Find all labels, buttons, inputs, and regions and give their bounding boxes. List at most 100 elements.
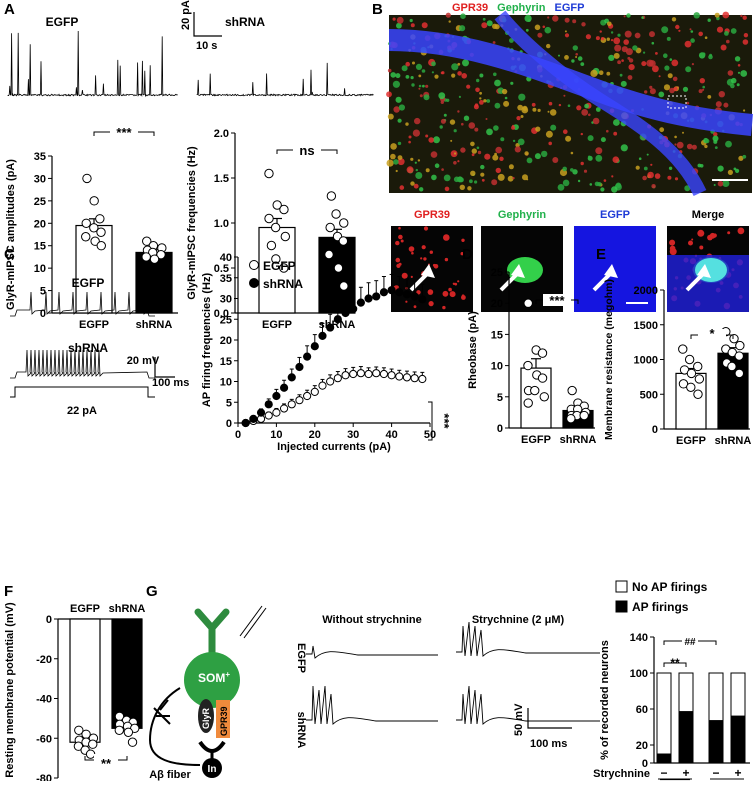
fluor-speck <box>495 146 503 154</box>
fluor-speck <box>508 164 514 170</box>
fluor-speck <box>467 186 472 191</box>
som-neuron <box>184 652 240 708</box>
y-axis-label: Membrane resistance (megohm) <box>603 279 615 440</box>
y-axis-label: Rheobase (pA) <box>467 311 479 389</box>
y-tick-label: 1.0 <box>214 218 229 230</box>
fluor-speck <box>701 52 706 57</box>
data-point-egfp <box>318 381 327 390</box>
fluor-speck <box>707 18 711 22</box>
fluor-speck <box>450 139 453 142</box>
panel-f: F 0 -20 -40 -60 -80 Resting membrane potentia… <box>4 583 145 785</box>
fluor-speck <box>621 59 624 62</box>
panel-b-title: GPR39 Gephyrin EGFP <box>452 2 584 14</box>
data-point-shrna <box>410 292 419 301</box>
fluor-speck <box>520 115 524 118</box>
data-point <box>96 241 106 251</box>
data-point-shrna <box>364 294 373 303</box>
fluor-speck <box>458 177 464 183</box>
fluor-speck <box>727 169 734 175</box>
fluor-speck <box>667 175 672 180</box>
fluor-speck <box>438 92 446 100</box>
fluor-speck <box>558 54 560 57</box>
y-tick-label: 1500 <box>634 320 658 332</box>
fluor-speck <box>483 99 487 103</box>
fluor-speck <box>534 153 541 160</box>
fluor-speck <box>459 25 466 32</box>
scale-y-label-a: 20 pA <box>180 0 192 30</box>
fluor-speck <box>493 72 497 77</box>
fluor-speck <box>405 61 411 67</box>
fluor-speck <box>690 38 695 43</box>
fluor-speck <box>611 175 614 178</box>
fluor-speck <box>396 16 404 24</box>
fluor-speck <box>458 95 461 98</box>
fluor-speck <box>460 13 466 19</box>
legend-swatch-no-ap <box>615 580 628 593</box>
fluor-speck <box>718 91 725 98</box>
y-tick-label: 20 <box>220 335 232 347</box>
fluor-speck <box>401 65 408 72</box>
data-point <box>127 737 138 747</box>
fluor-speck <box>717 165 724 172</box>
y-tick-label: 0 <box>497 423 503 435</box>
data-point-egfp <box>272 408 281 417</box>
y-tick-label: 15 <box>491 329 503 341</box>
inset-speck <box>420 257 423 260</box>
fluor-speck <box>482 17 486 21</box>
data-point <box>96 227 106 237</box>
data-point <box>85 749 96 759</box>
row-label-shrna: shRNA <box>295 712 307 749</box>
data-point <box>735 340 745 351</box>
data-point <box>567 385 577 396</box>
fluor-speck <box>661 26 669 34</box>
fluor-speck <box>691 63 695 66</box>
fluor-speck <box>411 83 415 87</box>
x-axis-label: Injected currents (pA) <box>277 441 391 453</box>
inset-speck <box>413 305 417 309</box>
bar-ap <box>656 753 672 764</box>
fluor-speck <box>686 143 693 150</box>
fluor-speck <box>406 166 414 174</box>
fluor-speck <box>689 28 692 31</box>
fluor-speck <box>468 122 476 129</box>
fluor-speck <box>617 33 621 37</box>
c-trace-label-shrna: shRNA <box>68 341 108 355</box>
fiber-label: Aβ fiber <box>149 769 191 781</box>
fluor-speck <box>524 14 532 22</box>
scale-y-label-c: 20 mV <box>127 355 160 367</box>
inset-label: GPR39 <box>414 209 450 221</box>
fluor-speck <box>522 105 528 111</box>
fluor-speck <box>439 125 443 129</box>
fluor-speck <box>726 39 730 44</box>
fluor-speck <box>481 22 488 29</box>
fluor-speck <box>563 94 566 97</box>
inset-speck <box>737 227 745 235</box>
fluor-speck <box>421 22 428 29</box>
data-point <box>686 382 696 392</box>
significance-label: * <box>709 326 715 341</box>
fluor-speck <box>552 157 559 163</box>
fluor-speck <box>423 94 430 101</box>
fluor-speck <box>577 179 581 183</box>
fluor-speck <box>497 173 505 181</box>
fluor-speck <box>672 76 678 82</box>
fluor-speck <box>503 100 510 107</box>
fluor-speck <box>699 78 705 84</box>
ap-trace-shrna <box>10 349 155 379</box>
inset-speck <box>449 291 456 298</box>
fluor-speck <box>441 71 445 75</box>
fluor-speck <box>722 11 730 19</box>
strychnine-sign: + <box>734 766 741 780</box>
fluor-speck <box>451 63 459 71</box>
data-point <box>579 410 589 421</box>
fluor-speck <box>493 125 499 131</box>
fluor-speck <box>517 138 525 146</box>
fluor-speck <box>557 184 565 191</box>
data-point-shrna <box>379 288 389 297</box>
fluor-speck <box>634 32 641 39</box>
y-tick-label: 35 <box>34 151 46 163</box>
data-point <box>339 281 349 291</box>
fluor-speck <box>743 109 746 112</box>
inset-speck <box>461 294 465 298</box>
fluor-speck <box>492 41 496 44</box>
